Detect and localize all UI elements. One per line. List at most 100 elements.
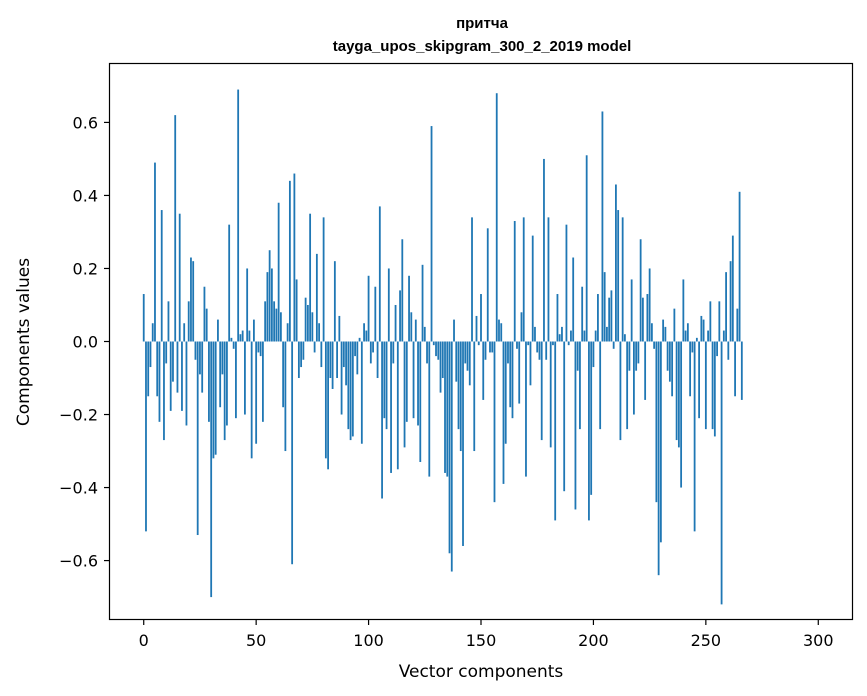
bar-17: [181, 341, 183, 411]
bar-220: [637, 341, 640, 364]
bar-114: [399, 290, 401, 342]
bar-13: [172, 341, 174, 382]
bar-29: [208, 341, 210, 422]
bar-41: [235, 341, 237, 419]
bar-147: [473, 341, 476, 452]
y-tick-label: −0.4: [59, 479, 98, 498]
bar-22: [192, 261, 195, 342]
bar-231: [662, 319, 665, 342]
bar-255: [716, 341, 718, 357]
bar-160: [502, 341, 505, 484]
bar-84: [331, 341, 334, 389]
bar-97: [360, 341, 363, 444]
bar-172: [529, 341, 532, 386]
bar-98: [363, 323, 365, 342]
bar-218: [633, 341, 635, 415]
bar-257: [720, 341, 723, 605]
bar-155: [491, 341, 494, 353]
bar-230: [659, 341, 662, 543]
y-axis-label: Components values: [14, 258, 34, 426]
bar-158: [498, 319, 500, 342]
bar-246: [695, 337, 698, 342]
bar-10: [165, 341, 168, 364]
bar-240: [682, 279, 685, 342]
bar-260: [727, 341, 730, 360]
chart-subtitle: tayga_upos_skipgram_300_2_2019 model: [333, 38, 632, 55]
x-tick-label: 100: [353, 631, 384, 650]
bar-27: [203, 286, 206, 342]
bar-168: [520, 312, 523, 342]
bar-56: [268, 250, 271, 342]
bar-263: [734, 341, 736, 397]
bar-39: [230, 337, 233, 342]
bar-61: [279, 312, 282, 342]
bar-184: [556, 294, 559, 342]
bar-105: [378, 206, 381, 342]
bar-194: [579, 341, 581, 430]
bar-118: [408, 275, 410, 342]
bar-66: [291, 341, 294, 565]
bar-153: [486, 228, 489, 342]
bar-35: [221, 341, 224, 375]
bar-74: [309, 213, 312, 342]
bar-196: [583, 330, 586, 342]
bar-79: [320, 341, 323, 368]
x-tick-label: 50: [246, 631, 266, 650]
bar-221: [639, 239, 642, 342]
bar-125: [423, 326, 426, 342]
bar-181: [549, 341, 552, 448]
bar-224: [646, 294, 649, 342]
bar-123: [419, 341, 422, 462]
bar-20: [187, 301, 190, 342]
bar-226: [650, 323, 653, 342]
bar-124: [421, 264, 424, 342]
x-axis-label: Vector components: [399, 662, 564, 682]
bar-205: [603, 272, 606, 342]
bar-142: [462, 341, 464, 546]
bar-192: [574, 341, 577, 510]
bar-28: [205, 308, 208, 342]
bar-233: [666, 341, 669, 371]
bar-243: [689, 341, 692, 397]
bar-95: [356, 341, 359, 375]
bar-245: [693, 341, 696, 532]
bar-68: [295, 279, 298, 342]
bar-43: [239, 334, 242, 342]
bar-122: [417, 341, 419, 426]
bar-115: [401, 239, 404, 342]
bar-178: [543, 158, 545, 342]
bar-121: [414, 319, 417, 342]
bar-250: [704, 341, 707, 430]
bar-236: [673, 308, 676, 342]
bars-group: [142, 89, 743, 605]
bar-36: [223, 341, 226, 441]
bar-154: [489, 341, 491, 353]
y-tick-label: 0.0: [73, 333, 98, 352]
bar-12: [169, 341, 172, 411]
bar-238: [677, 341, 680, 448]
bar-225: [648, 268, 651, 342]
bar-96: [358, 337, 361, 342]
bar-99: [365, 330, 368, 342]
bar-42: [237, 89, 240, 342]
chart-title: притча: [456, 15, 508, 32]
bar-228: [655, 341, 658, 503]
y-tick-label: −0.2: [59, 406, 98, 425]
bar-244: [691, 341, 694, 353]
bar-166: [516, 341, 518, 349]
bar-210: [615, 184, 617, 342]
bar-150: [480, 294, 482, 342]
bar-223: [644, 341, 647, 400]
bar-116: [403, 341, 406, 448]
bar-216: [628, 341, 631, 371]
bar-90: [345, 341, 347, 386]
y-axis-ticks: −0.6 −0.4 −0.2 0.0 0.2 0.4 0.6: [59, 113, 110, 571]
bar-165: [513, 221, 516, 342]
bar-81: [324, 341, 327, 459]
bar-106: [381, 341, 383, 499]
bar-176: [538, 341, 541, 360]
bar-133: [441, 341, 444, 379]
bar-171: [527, 341, 530, 346]
bar-77: [315, 253, 318, 342]
bar-258: [722, 330, 725, 342]
